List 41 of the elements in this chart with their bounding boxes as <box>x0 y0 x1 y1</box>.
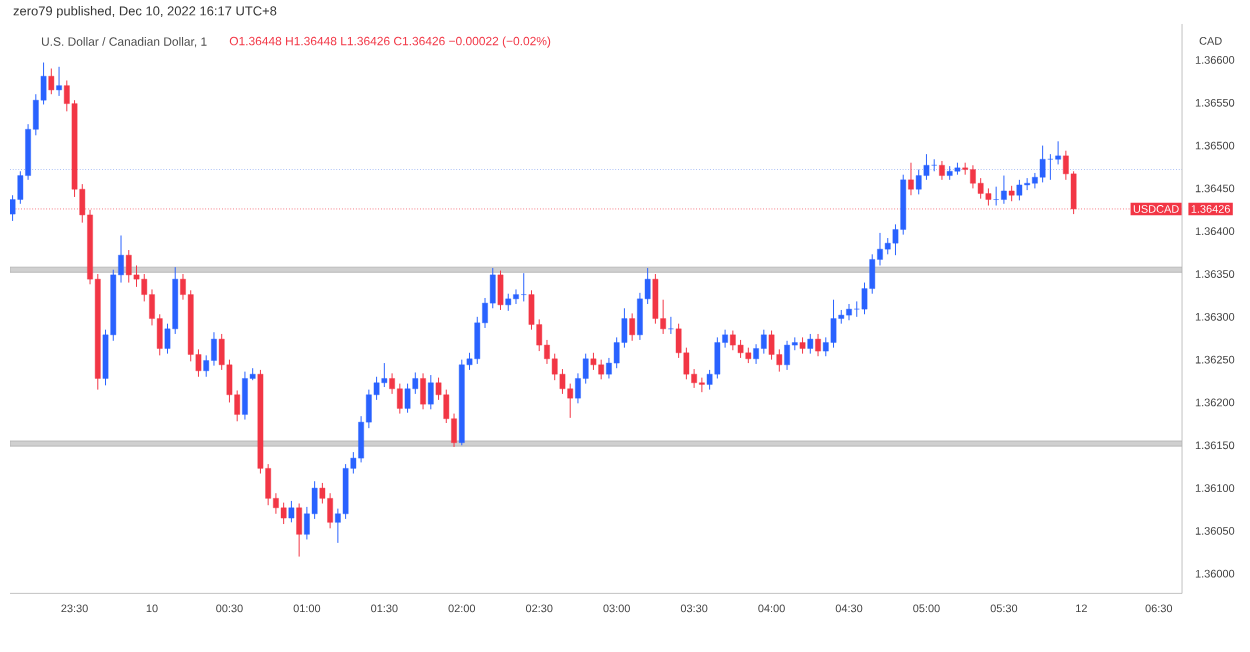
candlestick <box>211 331 217 367</box>
candlestick <box>784 340 790 371</box>
candlestick <box>242 371 248 421</box>
candlestick <box>520 272 527 302</box>
candlestick <box>699 377 705 393</box>
candlestick <box>48 68 55 95</box>
candlestick <box>1047 153 1054 181</box>
candlestick <box>327 492 333 529</box>
candlestick <box>288 500 295 523</box>
candlestick <box>381 362 388 388</box>
candlestick <box>939 160 945 181</box>
candlestick <box>730 330 736 351</box>
candlestick <box>598 359 605 380</box>
candlestick <box>768 330 775 361</box>
candlestick <box>1055 140 1061 165</box>
candlestick <box>125 249 132 284</box>
candlestick <box>993 186 999 207</box>
candlestick <box>629 312 635 342</box>
candlestick <box>1039 145 1046 183</box>
candlestick <box>915 169 922 195</box>
candlestick <box>807 333 814 355</box>
candlestick <box>404 383 411 414</box>
candlestick <box>1024 177 1030 191</box>
candlestick <box>815 333 821 357</box>
candlestick <box>830 299 837 349</box>
candlestick <box>497 270 504 311</box>
candlestick <box>513 288 519 305</box>
candlestick <box>420 372 426 410</box>
candlestick <box>1016 179 1023 201</box>
candlestick <box>668 316 674 335</box>
candlestick <box>760 329 767 355</box>
candlestick <box>296 502 302 558</box>
candlestick <box>396 383 403 415</box>
candlestick <box>714 336 721 379</box>
candlestick <box>970 164 976 189</box>
candlestick <box>427 374 434 410</box>
candlestick <box>846 303 852 321</box>
candlestick <box>908 162 914 196</box>
candlestick <box>1001 175 1007 205</box>
candlestick <box>931 158 938 172</box>
candlestick <box>56 66 62 97</box>
